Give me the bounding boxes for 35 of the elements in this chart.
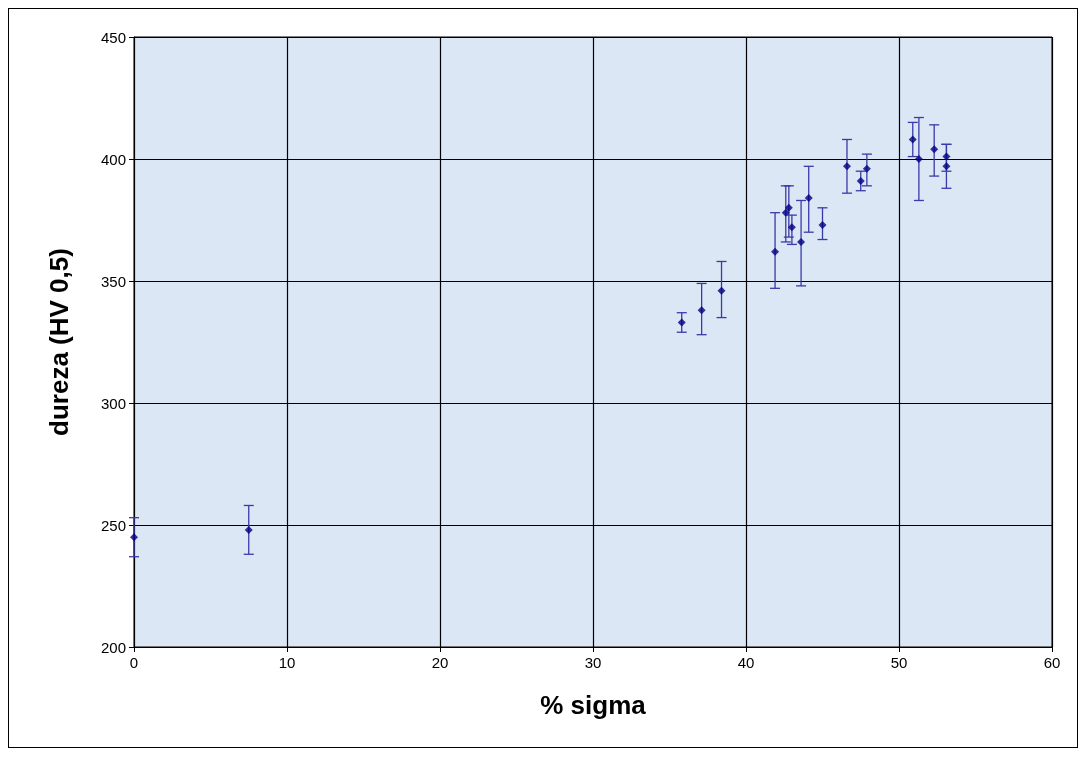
point xyxy=(697,306,706,315)
x-tick-label: 40 xyxy=(737,654,755,671)
point xyxy=(856,176,865,185)
point xyxy=(787,223,796,232)
point xyxy=(818,220,827,229)
point xyxy=(908,135,917,144)
y-axis-title: dureza (HV 0,5) xyxy=(44,248,74,436)
point xyxy=(130,533,138,542)
point xyxy=(784,203,793,212)
point xyxy=(804,194,813,203)
point xyxy=(771,247,780,256)
x-axis-title: % sigma xyxy=(540,690,647,720)
point xyxy=(244,525,253,534)
point xyxy=(677,318,686,327)
y-tick-label: 400 xyxy=(100,150,126,168)
x-tick-label: 30 xyxy=(584,654,602,671)
y-tick-label: 350 xyxy=(100,272,126,290)
point xyxy=(862,164,871,173)
y-tick-label: 450 xyxy=(100,28,126,46)
x-tick-label: 50 xyxy=(890,654,908,671)
point xyxy=(942,162,951,171)
point xyxy=(781,208,790,217)
x-tick-label: 60 xyxy=(1043,654,1061,671)
x-tick-label: 0 xyxy=(129,654,139,671)
y-tick-label: 250 xyxy=(100,516,126,534)
x-tick-label: 10 xyxy=(278,654,296,671)
point xyxy=(797,237,806,246)
point xyxy=(942,152,951,161)
point xyxy=(914,155,923,163)
x-tick-label: 20 xyxy=(431,654,449,671)
point xyxy=(930,145,939,154)
point xyxy=(842,162,851,171)
y-tick-label: 300 xyxy=(100,394,126,412)
point xyxy=(717,286,726,295)
y-tick-label: 200 xyxy=(100,638,126,656)
